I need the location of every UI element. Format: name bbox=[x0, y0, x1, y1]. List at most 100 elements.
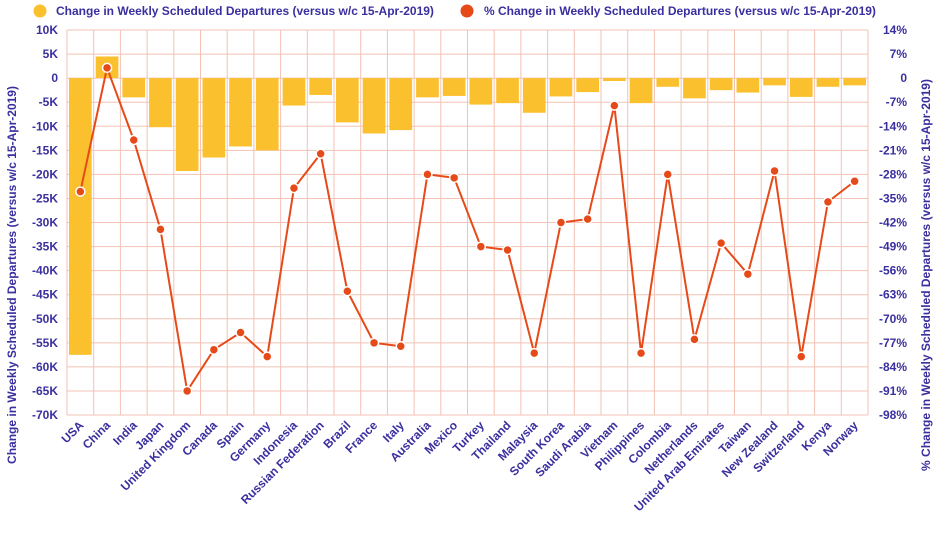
line-point-colombia bbox=[662, 169, 673, 180]
right-tick-label: -84% bbox=[879, 360, 907, 374]
bar-norway bbox=[843, 78, 866, 86]
legend-marker-line bbox=[460, 4, 474, 18]
right-tick-label: -28% bbox=[879, 167, 907, 181]
right-tick-label: -42% bbox=[879, 216, 907, 230]
line-point-china bbox=[101, 62, 113, 74]
category-label: China bbox=[80, 418, 114, 452]
line-point-turkey bbox=[475, 241, 487, 252]
left-tick-label: -65K bbox=[32, 384, 58, 398]
bar-saudi-arabia bbox=[576, 78, 599, 93]
line-point-australia bbox=[422, 169, 433, 180]
right-axis-title: % Change in Weekly Scheduled Departures … bbox=[919, 79, 933, 471]
line-point-japan bbox=[155, 224, 166, 235]
line-point-united-kingdom bbox=[181, 385, 193, 397]
line-point-indonesia bbox=[288, 182, 300, 194]
bar-kenya bbox=[816, 78, 840, 87]
line-point-malaysia bbox=[529, 347, 540, 359]
bar-italy bbox=[389, 78, 413, 131]
legend: Change in Weekly Scheduled Departures (v… bbox=[33, 4, 876, 18]
line-series bbox=[75, 62, 860, 397]
line-point-usa bbox=[75, 186, 86, 197]
line-point-norway bbox=[849, 176, 860, 187]
line-point-spain bbox=[235, 327, 246, 338]
right-tick-label: -35% bbox=[879, 191, 907, 205]
bar-france bbox=[362, 78, 386, 134]
line-point-saudi-arabia bbox=[582, 213, 593, 225]
bar-philippines bbox=[629, 78, 653, 104]
left-tick-label: -45K bbox=[32, 288, 58, 302]
left-axis-ticks: 10K 5K 0 -5K -10K -15K -20K -25K -30K -35K -40K -45… bbox=[32, 23, 58, 422]
line-point-south-korea bbox=[555, 217, 567, 228]
line-point-philippines bbox=[635, 347, 647, 359]
line-point-kenya bbox=[822, 196, 834, 208]
left-tick-label: -50K bbox=[32, 312, 58, 326]
bar-turkey bbox=[469, 78, 493, 105]
bar-india bbox=[122, 78, 146, 98]
right-tick-label: -70% bbox=[879, 312, 907, 326]
line-path bbox=[79, 64, 856, 394]
right-tick-label: 14% bbox=[883, 23, 907, 37]
bar-germany bbox=[255, 78, 279, 151]
bar-taiwan bbox=[736, 78, 760, 93]
bar-malaysia bbox=[522, 78, 546, 113]
gridlines bbox=[66, 29, 869, 416]
right-tick-label: -77% bbox=[879, 336, 907, 350]
bar-vietnam bbox=[603, 78, 626, 82]
bar-thailand bbox=[496, 78, 519, 104]
left-tick-label: -10K bbox=[32, 119, 58, 133]
line-point-thailand bbox=[502, 244, 513, 256]
left-tick-label: -70K bbox=[32, 408, 58, 422]
line-point-mexico bbox=[448, 172, 460, 184]
bar-netherlands bbox=[683, 78, 706, 99]
bar-indonesia bbox=[282, 78, 306, 106]
bar-spain bbox=[229, 78, 252, 147]
line-point-brazil bbox=[342, 286, 353, 297]
line-point-canada bbox=[208, 344, 220, 355]
left-tick-label: 10K bbox=[36, 23, 58, 37]
bar-japan bbox=[149, 78, 172, 128]
legend-label-bar: Change in Weekly Scheduled Departures (v… bbox=[56, 4, 434, 18]
line-point-taiwan bbox=[742, 268, 754, 280]
left-tick-label: -25K bbox=[32, 191, 58, 205]
right-tick-label: -49% bbox=[879, 240, 907, 254]
bar-australia bbox=[416, 78, 439, 98]
right-tick-label: -21% bbox=[879, 143, 907, 157]
left-tick-label: -30K bbox=[32, 216, 58, 230]
right-tick-label: -7% bbox=[886, 95, 908, 109]
left-tick-label: -60K bbox=[32, 360, 58, 374]
line-point-netherlands bbox=[689, 334, 700, 345]
left-tick-label: -5K bbox=[39, 95, 59, 109]
right-tick-label: -63% bbox=[879, 288, 907, 302]
legend-marker-bar bbox=[33, 4, 47, 18]
bar-united-kingdom bbox=[175, 78, 199, 172]
left-axis-title: Change in Weekly Scheduled Departures (v… bbox=[5, 86, 19, 464]
left-tick-label: 5K bbox=[43, 47, 59, 61]
line-point-new-zealand bbox=[769, 165, 780, 177]
right-tick-label: 7% bbox=[890, 47, 908, 61]
line-point-india bbox=[128, 134, 139, 146]
bar-usa bbox=[69, 78, 92, 355]
line-point-vietnam bbox=[609, 100, 620, 111]
legend-label-line: % Change in Weekly Scheduled Departures … bbox=[484, 4, 876, 18]
line-point-russian-federation bbox=[315, 148, 326, 159]
bar-new-zealand bbox=[763, 78, 786, 86]
bar-canada bbox=[202, 78, 226, 158]
bar-russian-federation bbox=[309, 78, 332, 95]
bar-switzerland bbox=[789, 78, 813, 97]
right-tick-label: -91% bbox=[879, 384, 907, 398]
bar-series bbox=[69, 56, 866, 355]
right-tick-label: -14% bbox=[879, 119, 907, 133]
left-tick-label: -20K bbox=[32, 167, 58, 181]
line-point-italy bbox=[395, 341, 406, 352]
bar-brazil bbox=[336, 78, 359, 123]
bar-united-arab-emirates bbox=[709, 78, 733, 91]
right-tick-label: -56% bbox=[879, 264, 907, 278]
line-point-france bbox=[368, 337, 380, 349]
right-axis-ticks: 14% 7% 0 -7% -14% -21% -28% -35% -42% -49% -56% -63… bbox=[879, 23, 907, 422]
left-tick-label: -35K bbox=[32, 240, 58, 254]
line-point-united-arab-emirates bbox=[715, 237, 727, 249]
bar-south-korea bbox=[549, 78, 573, 97]
left-tick-label: -40K bbox=[32, 264, 58, 278]
